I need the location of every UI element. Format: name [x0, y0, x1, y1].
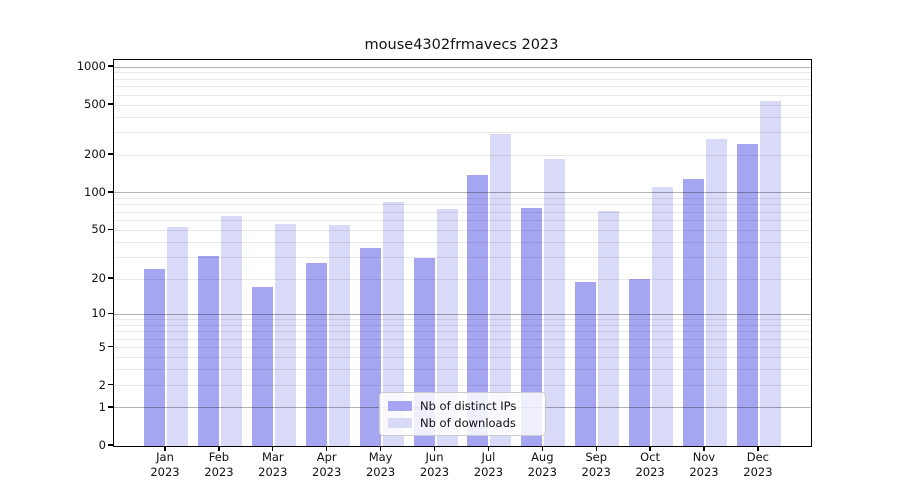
bar-distinct-ips-feb — [197, 255, 219, 446]
bar-downloads-oct — [652, 186, 674, 446]
y-tick-mark — [108, 191, 113, 193]
y-tick-mark — [108, 65, 113, 67]
legend-swatch-distinct-ips — [388, 400, 412, 411]
bar-downloads-feb — [220, 216, 242, 446]
bar-downloads-jul — [490, 133, 512, 446]
y-tick-label-100: 100 — [84, 184, 106, 199]
bar-downloads-jun — [436, 209, 458, 446]
bar-distinct-ips-dec — [736, 144, 758, 446]
x-tick-mark — [164, 446, 166, 451]
y-tick-mark — [108, 444, 113, 446]
y-tick-label-1000: 1000 — [76, 59, 106, 74]
gridline-500 — [114, 104, 811, 106]
legend-label-downloads: Nb of downloads — [420, 415, 516, 430]
legend-label-distinct-ips: Nb of distinct IPs — [420, 398, 517, 413]
y-tick-mark — [108, 346, 113, 348]
x-tick-mark — [649, 446, 651, 451]
y-tick-label-0: 0 — [98, 438, 106, 452]
x-tick-label-jan: Jan 2023 — [150, 450, 180, 479]
x-tick-mark — [433, 446, 436, 451]
plot-area — [113, 59, 812, 447]
gridline-1000 — [114, 66, 811, 68]
bar-downloads-dec — [759, 100, 781, 446]
bar-downloads-nov — [706, 138, 727, 446]
gridline-900 — [114, 72, 811, 74]
bar-downloads-aug — [544, 159, 566, 446]
x-tick-mark — [379, 446, 382, 451]
x-tick-label-mar: Mar 2023 — [258, 450, 288, 479]
y-tick-label-500: 500 — [84, 97, 106, 111]
y-tick-mark — [108, 277, 113, 279]
y-tick-label-2: 2 — [98, 377, 106, 392]
y-tick-mark — [108, 153, 113, 155]
y-tick-mark — [108, 406, 113, 408]
x-tick-mark — [703, 446, 705, 451]
gridline-800 — [114, 78, 811, 80]
gridline-700 — [114, 86, 811, 88]
y-tick-label-1: 1 — [98, 399, 106, 414]
x-tick-mark — [272, 446, 274, 451]
legend-row-distinct-ips: Nb of distinct IPs — [388, 399, 545, 413]
x-tick-mark — [487, 446, 490, 451]
bar-downloads-mar — [274, 224, 296, 446]
x-tick-label-aug: Aug 2023 — [527, 450, 557, 479]
x-tick-label-nov: Nov 2023 — [689, 450, 719, 479]
x-tick-mark — [541, 446, 543, 451]
y-tick-mark — [108, 384, 113, 386]
y-tick-mark — [108, 228, 113, 231]
x-tick-label-oct: Oct 2023 — [635, 450, 665, 479]
y-tick-mark — [108, 312, 113, 315]
gridline-400 — [114, 116, 811, 118]
x-tick-mark — [326, 446, 328, 451]
gridline-600 — [114, 94, 811, 96]
legend-row-downloads: Nb of downloads — [388, 416, 545, 430]
y-tick-mark — [108, 103, 113, 105]
bar-distinct-ips-jan — [144, 269, 165, 446]
y-tick-label-5: 5 — [98, 339, 106, 354]
y-tick-label-200: 200 — [84, 147, 106, 162]
legend-swatch-downloads — [388, 417, 412, 428]
x-tick-label-apr: Apr 2023 — [312, 450, 342, 479]
x-tick-label-jul: Jul 2023 — [473, 450, 504, 479]
bar-distinct-ips-may — [359, 247, 381, 446]
x-tick-mark — [218, 446, 220, 451]
x-tick-label-sep: Sep 2023 — [581, 450, 611, 479]
x-tick-label-feb: Feb 2023 — [204, 450, 234, 479]
x-tick-label-jun: Jun 2023 — [419, 450, 450, 479]
y-tick-label-20: 20 — [91, 271, 106, 285]
bar-distinct-ips-aug — [521, 208, 543, 446]
gridline-300 — [114, 132, 811, 134]
x-tick-label-dec: Dec 2023 — [743, 450, 773, 479]
chart-title: mouse4302frmavecs 2023 — [364, 37, 559, 53]
bar-distinct-ips-nov — [683, 178, 704, 446]
legend: Nb of distinct IPs Nb of downloads — [379, 392, 546, 436]
bar-downloads-jan — [167, 227, 188, 446]
y-tick-label-50: 50 — [91, 222, 106, 237]
x-tick-label-may: May 2023 — [365, 450, 396, 479]
x-tick-mark — [595, 446, 597, 451]
bar-distinct-ips-oct — [629, 279, 651, 446]
bar-downloads-may — [382, 201, 404, 446]
bar-distinct-ips-jul — [467, 174, 489, 446]
bar-downloads-sep — [598, 210, 620, 446]
y-tick-label-10: 10 — [91, 306, 106, 321]
bar-distinct-ips-sep — [575, 281, 597, 446]
x-tick-mark — [757, 446, 759, 451]
bar-downloads-apr — [328, 225, 350, 446]
bar-distinct-ips-apr — [305, 263, 327, 446]
bar-distinct-ips-mar — [251, 287, 273, 446]
